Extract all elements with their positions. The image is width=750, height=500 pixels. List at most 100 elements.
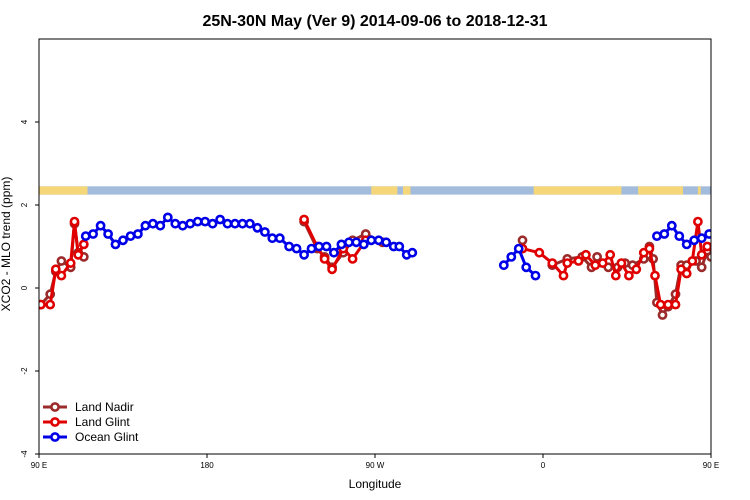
legend-swatch-point: [50, 432, 60, 442]
data-point: [513, 243, 524, 254]
y-axis: -4 -2 0 2 4: [20, 119, 39, 458]
legend-item: Ocean Glint: [43, 430, 139, 444]
data-point: [674, 231, 685, 241]
data-point: [689, 235, 700, 246]
data-point: [284, 241, 294, 252]
data-point: [155, 220, 166, 231]
y-tick-label: 0: [20, 285, 29, 290]
y-tick-label: 4: [20, 119, 29, 124]
data-point: [562, 258, 573, 268]
data-point: [597, 258, 608, 268]
data-point: [321, 241, 332, 252]
data-point: [252, 222, 263, 233]
data-point: [605, 249, 616, 260]
data-point: [681, 239, 692, 250]
data-point: [631, 264, 642, 275]
data-point: [521, 262, 532, 273]
data-point: [534, 247, 545, 258]
data-point: [50, 264, 61, 275]
data-point: [56, 270, 67, 281]
y-axis-label: XCO2 - MLO trend (ppm): [0, 177, 13, 312]
legend-item: Land Nadir: [43, 400, 134, 414]
chart-title: 25N-30N May (Ver 9) 2014-09-06 to 2018-1…: [202, 13, 547, 30]
data-point: [314, 241, 324, 252]
series-ocean-glint: [80, 212, 742, 281]
data-point: [56, 256, 67, 266]
land-segment: [638, 186, 683, 195]
data-point: [650, 270, 660, 281]
data-point: [530, 270, 541, 281]
data-point: [299, 214, 309, 225]
data-point: [347, 253, 358, 264]
data-point: [95, 220, 106, 231]
data-point: [69, 216, 80, 227]
data-point: [177, 220, 188, 231]
data-point: [644, 243, 655, 254]
data-point: [45, 299, 56, 310]
y-tick-label: 2: [20, 202, 29, 207]
series-line: [40, 221, 86, 307]
data-point: [728, 222, 735, 229]
y-tick-label: -4: [20, 450, 29, 458]
land-mask: [39, 186, 711, 195]
land-segment: [371, 186, 398, 195]
data-point: [162, 212, 173, 223]
x-axis-label: Longitude: [349, 477, 402, 491]
data-point: [73, 249, 84, 260]
data-point: [624, 270, 634, 281]
data-point: [222, 218, 233, 229]
x-tick-label: 90 E: [31, 461, 47, 470]
data-point: [670, 299, 681, 310]
data-point: [267, 233, 278, 244]
legend-item: Land Glint: [43, 415, 130, 429]
legend-swatch-point: [50, 402, 60, 412]
data-point: [118, 235, 128, 246]
data-point: [558, 270, 569, 281]
data-point: [573, 256, 584, 266]
y-tick-label: -2: [20, 367, 29, 375]
data-point: [687, 256, 698, 266]
data-point: [713, 222, 720, 229]
data-point: [693, 216, 703, 227]
data-point: [616, 258, 627, 268]
data-point: [659, 229, 670, 239]
data-point: [351, 237, 362, 248]
data-point: [274, 233, 285, 244]
data-point: [610, 270, 621, 281]
legend-label: Ocean Glint: [75, 430, 139, 444]
data-point: [358, 239, 369, 250]
data-point: [696, 249, 707, 260]
data-point: [721, 220, 728, 227]
land-segment: [697, 186, 701, 195]
data-point: [706, 252, 711, 262]
data-point: [132, 229, 143, 239]
data-point: [215, 214, 225, 225]
data-point: [207, 218, 218, 229]
x-tick-label: 90 E: [703, 461, 719, 470]
x-tick-label: 0: [541, 461, 546, 470]
data-point: [506, 251, 517, 262]
data-point: [735, 214, 742, 221]
x-axis: 90 E 180 90 W 0 90 E: [31, 454, 719, 470]
data-point: [394, 241, 405, 252]
x-tick-label: 180: [200, 461, 214, 470]
data-point: [78, 239, 89, 250]
data-point: [498, 260, 509, 271]
data-point: [681, 268, 692, 279]
data-point: [147, 218, 158, 229]
data-point: [39, 299, 46, 310]
data-point: [581, 249, 591, 260]
data-point: [655, 299, 666, 310]
data-point: [259, 227, 270, 237]
land-segment: [39, 186, 88, 195]
plot-frame: [38, 38, 712, 455]
land-segment: [533, 186, 622, 195]
data-point: [704, 229, 711, 239]
data-point: [592, 251, 602, 262]
data-point: [88, 229, 98, 239]
land-segment: [403, 186, 411, 195]
data-point: [299, 249, 309, 260]
data-point: [110, 239, 121, 250]
